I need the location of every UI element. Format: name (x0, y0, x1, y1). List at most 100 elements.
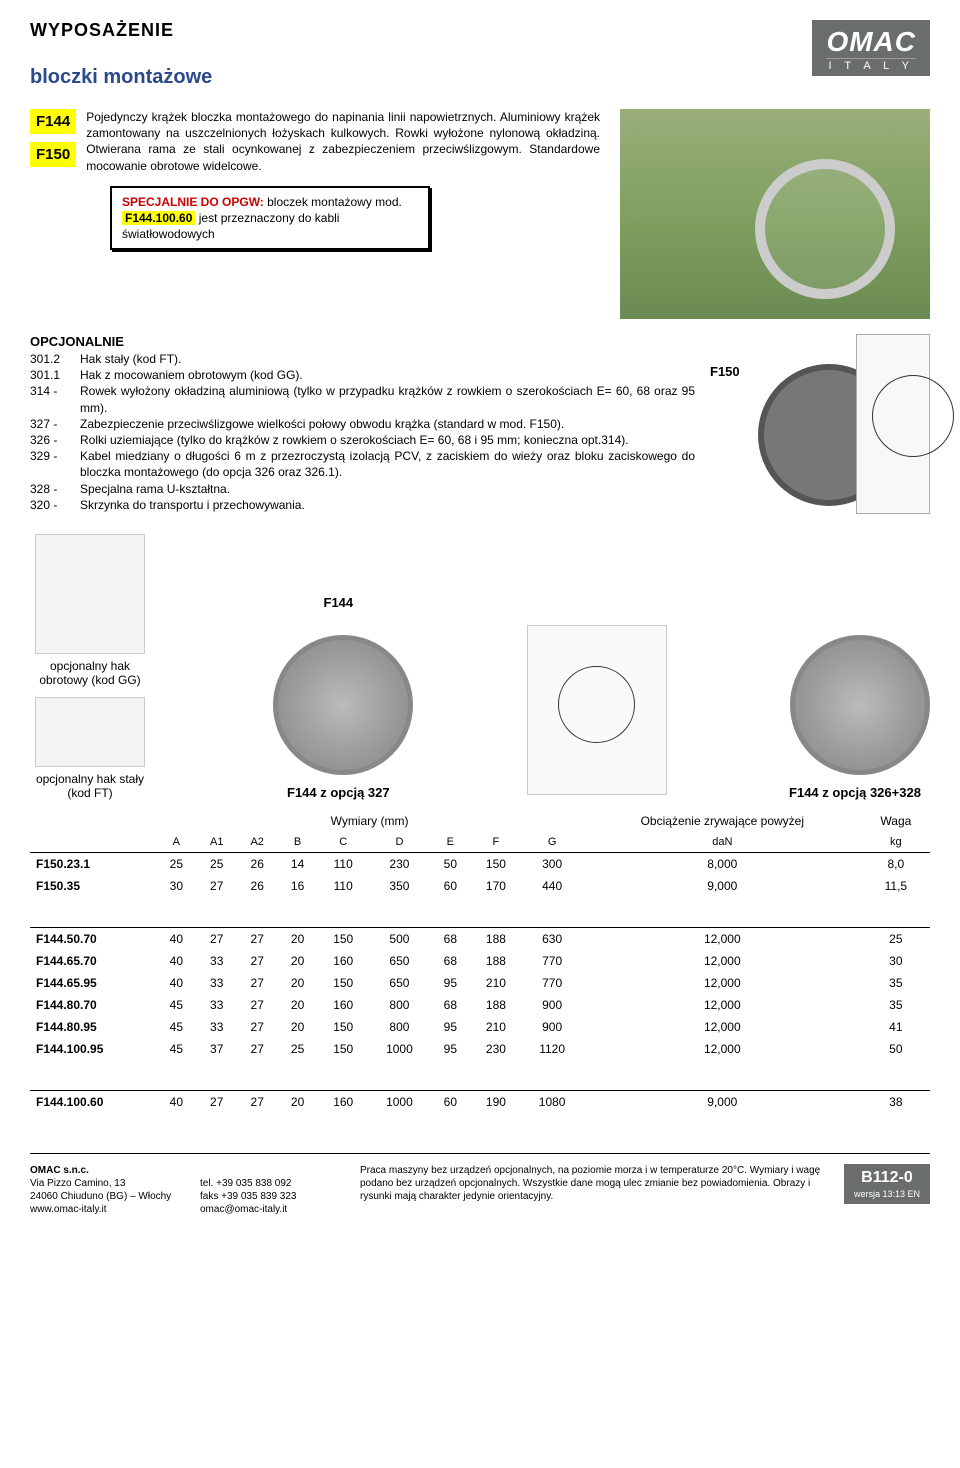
th-col: kg (862, 832, 930, 853)
footer-addr2: 24060 Chiuduno (BG) – Włochy (30, 1191, 171, 1202)
th-col: daN (583, 832, 862, 853)
table-cell: 27 (237, 928, 277, 951)
brand-name: OMAC (826, 28, 916, 56)
footer-disclaimer: Praca maszyny bez urządzeń opcjonalnych,… (350, 1164, 844, 1203)
table-cell: 20 (277, 1016, 317, 1038)
th-col: G (521, 832, 583, 853)
options-heading: OPCJONALNIE (30, 334, 695, 349)
table-cell: 160 (318, 1091, 369, 1114)
special-text-1: bloczek montażowy mod. (264, 195, 402, 209)
table-cell: 27 (237, 950, 277, 972)
table-cell: 27 (237, 972, 277, 994)
table-cell: 27 (196, 875, 236, 897)
f144-326-product-image (780, 610, 930, 780)
page-category: WYPOSAŻENIE (30, 20, 212, 41)
footer-fax: faks +39 035 839 323 (200, 1191, 296, 1202)
footer-company: OMAC s.n.c. (30, 1165, 89, 1176)
table-cell: 150 (318, 1016, 369, 1038)
table-cell: 30 (862, 950, 930, 972)
table-cell: 40 (156, 972, 196, 994)
table-cell: 11,5 (862, 875, 930, 897)
table-cell: 35 (862, 972, 930, 994)
table-cell: 900 (521, 994, 583, 1016)
opt-code: 326 - (30, 432, 80, 448)
table-cell: 25 (156, 853, 196, 876)
table-cell: 20 (277, 994, 317, 1016)
th-col: A (156, 832, 196, 853)
options-list: 301.2Hak stały (kod FT). 301.1Hak z moco… (30, 351, 695, 513)
table-cell: 68 (430, 994, 470, 1016)
table-cell: 27 (237, 994, 277, 1016)
footer-tel: tel. +39 035 838 092 (200, 1178, 291, 1189)
table-cell: 50 (430, 853, 470, 876)
table-cell: 230 (369, 853, 431, 876)
table-cell: 95 (430, 1038, 470, 1060)
hook-gg-caption: opcjonalny hak obrotowy (kod GG) (30, 659, 150, 687)
brand-country: I T A L Y (826, 58, 916, 72)
table-cell: 300 (521, 853, 583, 876)
table-cell: 37 (196, 1038, 236, 1060)
th-col: E (430, 832, 470, 853)
table-cell: 650 (369, 972, 431, 994)
intro-paragraph: Pojedynczy krążek bloczka montażowego do… (30, 109, 600, 174)
table-cell: 210 (470, 1016, 521, 1038)
footer-addr1: Via Pizzo Camino, 13 (30, 1178, 125, 1189)
table-cell: 50 (862, 1038, 930, 1060)
f150-label: F150 (710, 364, 740, 379)
table-cell: 440 (521, 875, 583, 897)
f144-label: F144 (324, 595, 354, 610)
doc-code-badge: B112-0 wersja 13:13 EN (844, 1164, 930, 1204)
table-row-model: F144.80.95 (30, 1016, 156, 1038)
special-prefix: SPECJALNIE DO OPGW: (122, 195, 264, 209)
table-cell: 12,000 (583, 994, 862, 1016)
th-col: A1 (196, 832, 236, 853)
th-col: D (369, 832, 431, 853)
table-cell: 210 (470, 972, 521, 994)
table-cell: 188 (470, 950, 521, 972)
table-row-model: F144.100.60 (30, 1091, 156, 1114)
table-cell: 16 (277, 875, 317, 897)
table-cell: 33 (196, 950, 236, 972)
table-cell: 150 (318, 928, 369, 951)
hook-gg-sketch (35, 534, 145, 654)
hook-ft-caption: opcjonalny hak stały (kod FT) (30, 772, 150, 800)
table-cell: 20 (277, 928, 317, 951)
f150-technical-drawing (856, 334, 930, 514)
table-cell: 12,000 (583, 928, 862, 951)
footer-email: omac@omac-italy.it (200, 1204, 287, 1215)
table-cell: 45 (156, 1038, 196, 1060)
table-cell: 33 (196, 994, 236, 1016)
table-cell: 68 (430, 928, 470, 951)
model-code-f144: F144 (30, 109, 76, 134)
table-row-model: F144.65.95 (30, 972, 156, 994)
table-cell: 68 (430, 950, 470, 972)
table-cell: 41 (862, 1016, 930, 1038)
table-cell: 9,000 (583, 875, 862, 897)
table-cell: 188 (470, 994, 521, 1016)
opt-code: 320 - (30, 497, 80, 513)
table-cell: 1120 (521, 1038, 583, 1060)
table-cell: 12,000 (583, 1038, 862, 1060)
doc-version: wersja 13:13 EN (854, 1189, 920, 1201)
table-cell: 40 (156, 950, 196, 972)
th-col: F (470, 832, 521, 853)
table-row-model: F150.23.1 (30, 853, 156, 876)
table-cell: 630 (521, 928, 583, 951)
table-cell: 160 (318, 994, 369, 1016)
table-cell: 95 (430, 1016, 470, 1038)
table-cell: 188 (470, 928, 521, 951)
special-code: F144.100.60 (122, 211, 195, 225)
footer-web: www.omac-italy.it (30, 1204, 107, 1215)
table-cell: 1000 (369, 1091, 431, 1114)
table-cell: 12,000 (583, 950, 862, 972)
table-cell: 26 (237, 875, 277, 897)
table-cell: 160 (318, 950, 369, 972)
f144-technical-drawing (527, 625, 667, 795)
table-cell: 20 (277, 1091, 317, 1114)
table-cell: 33 (196, 1016, 236, 1038)
opt-code: 328 - (30, 481, 80, 497)
table-cell: 770 (521, 950, 583, 972)
table-cell: 170 (470, 875, 521, 897)
table-cell: 20 (277, 972, 317, 994)
table-cell: 27 (237, 1091, 277, 1114)
